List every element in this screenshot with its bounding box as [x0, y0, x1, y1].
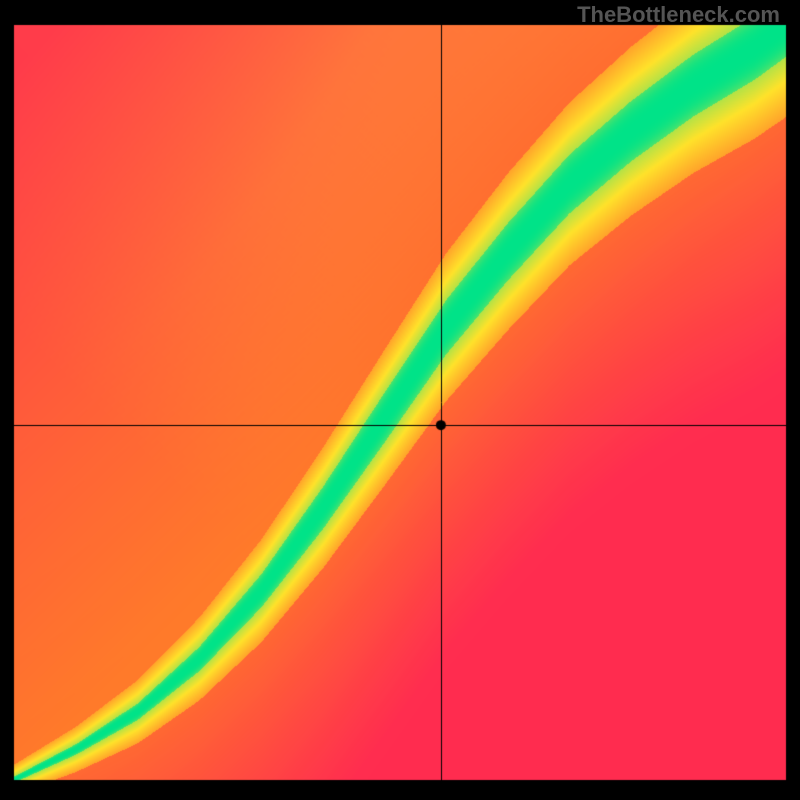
- watermark-text: TheBottleneck.com: [577, 2, 780, 28]
- chart-container: TheBottleneck.com: [0, 0, 800, 800]
- heatmap-canvas: [0, 0, 800, 800]
